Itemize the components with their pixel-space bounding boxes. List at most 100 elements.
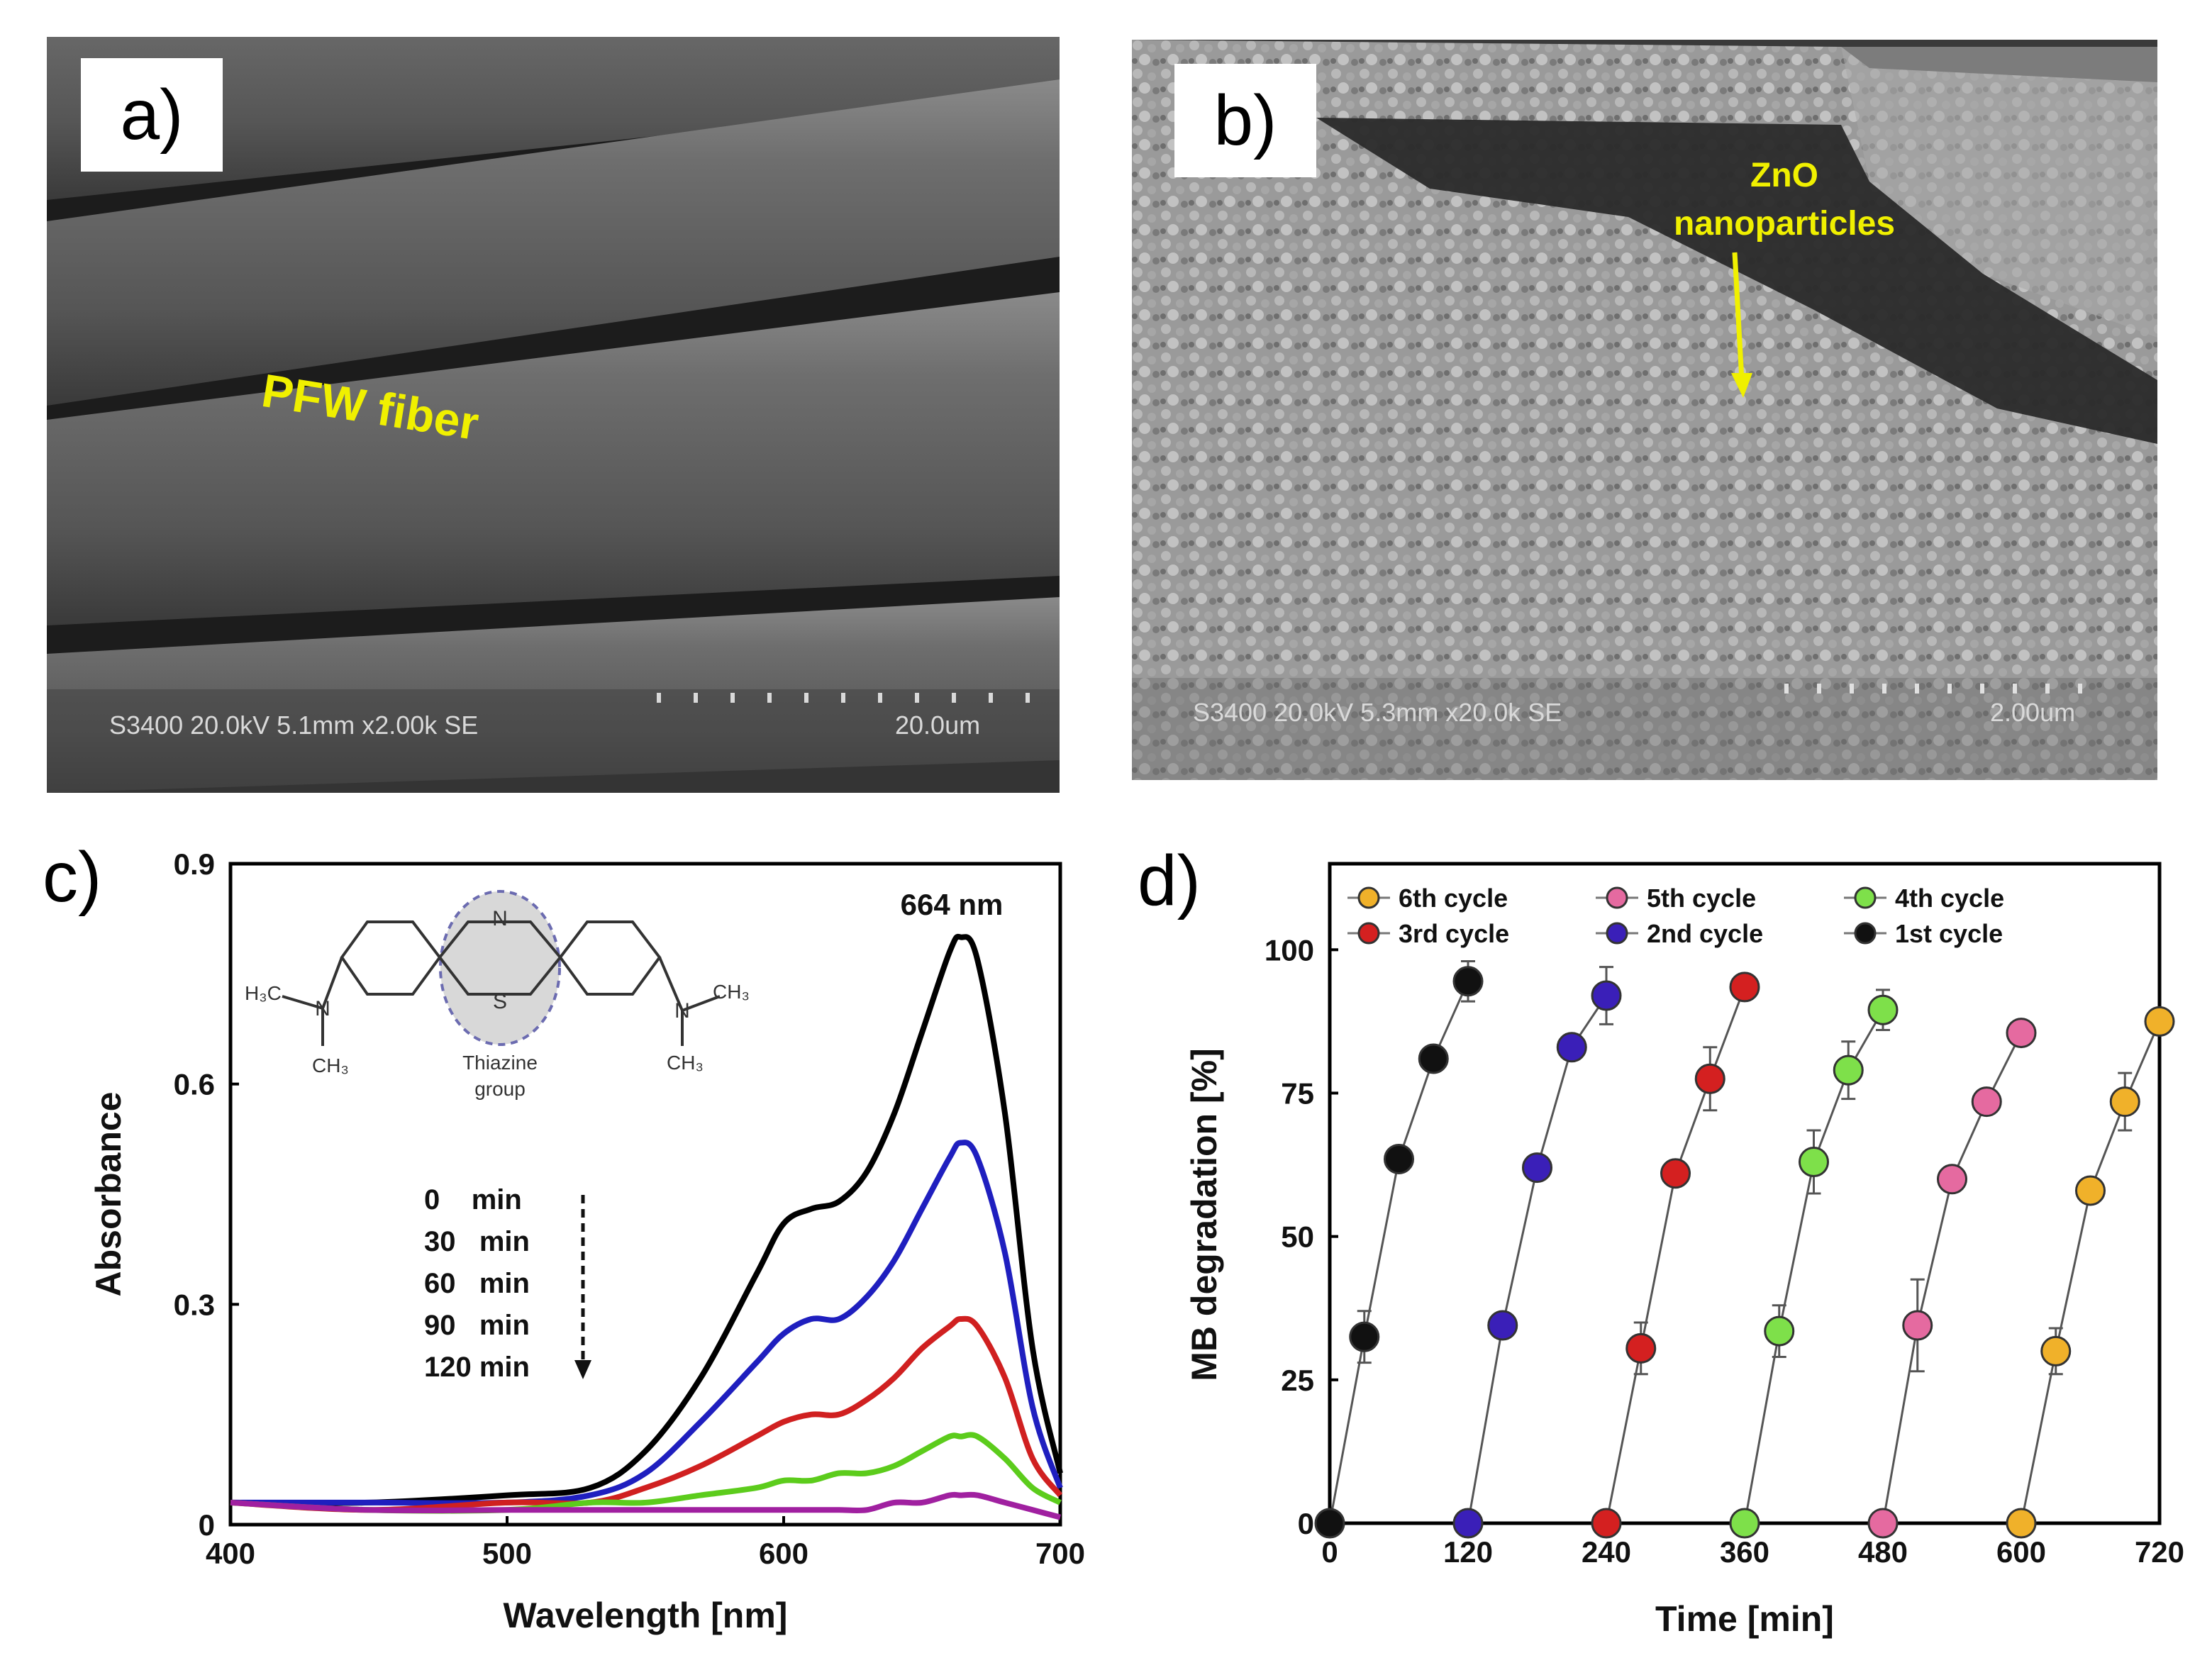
data-point	[1867, 994, 1899, 1025]
y-tick-label: 75	[1281, 1076, 1314, 1110]
data-point	[1349, 1321, 1380, 1352]
time-legend-60: 60 min	[424, 1268, 530, 1299]
legend-item: 3rd cycle	[1347, 919, 1509, 948]
legend-label: 4th cycle	[1895, 884, 2004, 913]
data-point	[1799, 1147, 1829, 1178]
y-tick-label: 0.6	[174, 1068, 215, 1101]
data-point	[1729, 1508, 1760, 1539]
data-point	[1902, 1310, 1933, 1341]
time-legend-0: 0 min	[424, 1184, 522, 1215]
label-ch3-right-top: CH₃	[713, 981, 750, 1003]
data-point	[1867, 1508, 1899, 1539]
atom-s: S	[493, 990, 507, 1013]
data-point	[2144, 1006, 2175, 1037]
zno-annotation-line2: nanoparticles	[1673, 205, 1896, 243]
panel-label: a)	[81, 58, 223, 172]
nanoparticle-illustration	[1132, 40, 2157, 780]
x-tick-label: 500	[482, 1537, 532, 1570]
label-ch3-left: CH₃	[312, 1054, 349, 1076]
y-tick-label: 0.9	[174, 847, 215, 881]
left-ring	[340, 920, 442, 996]
data-point	[1522, 1152, 1552, 1184]
right-ring	[558, 920, 662, 996]
data-point	[2006, 1018, 2037, 1049]
label-h3c: H₃C	[245, 982, 282, 1004]
sem-image-pfw-fiber: a) PFW fiber S3400 20.0kV 5.1mm x2.00k S…	[47, 37, 1060, 793]
legend-label: 2nd cycle	[1647, 919, 1763, 948]
time-legend-120: 120 min	[424, 1352, 530, 1383]
absorbance-chart: 400 500 600 700 0 0.3 0.6 0.9 Wavelength [nm] Abs…	[89, 847, 1085, 1635]
data-point	[1452, 1508, 1484, 1539]
x-tick-label: 480	[1858, 1535, 1908, 1569]
scale-bar-label: 20.0um	[895, 711, 981, 740]
series-line	[1605, 986, 1746, 1524]
scale-bar	[1784, 684, 2082, 694]
data-point	[2109, 1086, 2140, 1118]
legend-label: 5th cycle	[1647, 884, 1756, 913]
plot-area-frame	[228, 862, 1062, 1527]
x-tick-label: 720	[2135, 1535, 2184, 1569]
data-point	[1625, 1332, 1657, 1364]
y-tick-label: 0	[1298, 1507, 1314, 1540]
y-tick-label: 25	[1281, 1364, 1314, 1397]
atom-n-right: N	[674, 999, 690, 1023]
x-tick-label: 0	[1321, 1535, 1338, 1569]
x-tick-label: 360	[1720, 1535, 1769, 1569]
thiazine-highlight	[439, 890, 561, 1046]
label-ch3-right-bottom: CH₃	[667, 1052, 704, 1074]
legend-item: 1st cycle	[1844, 919, 2003, 948]
legend-marker	[1357, 886, 1380, 909]
methylene-blue-structure	[282, 890, 721, 1046]
atom-n-left: N	[315, 997, 330, 1020]
degradation-chart: 0 120 240 360 480 600 720 0 25 50 75 100 Time [min] M…	[1184, 862, 2184, 1639]
plot-area-frame	[1328, 862, 2162, 1525]
y-tick-label: 100	[1265, 933, 1314, 967]
spectrum-line-0	[230, 933, 1063, 1506]
legend-marker	[1606, 886, 1628, 909]
series-2nd-cycle	[1452, 966, 1622, 1539]
y-tick-label: 0	[199, 1508, 215, 1542]
legend-marker	[1854, 922, 1877, 945]
data-point	[1937, 1164, 1967, 1195]
fiber-illustration	[47, 37, 1060, 793]
series-5th-cycle	[1867, 1018, 2037, 1539]
legend-label: 6th cycle	[1399, 884, 1508, 913]
group-label: group	[474, 1078, 526, 1100]
data-point	[1487, 1310, 1518, 1341]
peak-label: 664 nm	[901, 888, 1004, 921]
x-tick-label: 400	[206, 1537, 255, 1570]
atom-n-top: N	[492, 907, 508, 930]
series-4th-cycle	[1729, 989, 1899, 1539]
thiazine-label: Thiazine	[462, 1052, 538, 1074]
legend-item: 5th cycle	[1596, 884, 1756, 913]
y-tick-label: 50	[1281, 1220, 1314, 1254]
sem-info-text: S3400 20.0kV 5.1mm x2.00k SE	[109, 711, 479, 740]
legend-item: 2nd cycle	[1596, 919, 1763, 948]
data-point	[1314, 1508, 1345, 1539]
panel-b: b) ZnO nanoparticles S3400 20.0kV 5.3mm …	[1132, 40, 2157, 780]
data-point	[1384, 1143, 1414, 1174]
panel-label: b)	[1174, 64, 1316, 177]
legend-marker	[1854, 886, 1877, 909]
data-point	[2006, 1508, 2037, 1539]
sem-image-zno-nanoparticles: b) ZnO nanoparticles S3400 20.0kV 5.3mm …	[1132, 40, 2157, 780]
panel-a: a) PFW fiber S3400 20.0kV 5.1mm x2.00k S…	[47, 37, 1060, 793]
x-axis-label: Time [min]	[1655, 1599, 1834, 1639]
y-axis-label: MB degradation [%]	[1184, 1048, 1224, 1381]
series-6th-cycle	[2006, 1006, 2175, 1539]
legend-label: 1st cycle	[1895, 919, 2003, 948]
time-legend: 0 min 30 min 60 min 90 min 120 min	[424, 1184, 591, 1383]
y-tick-label: 0.3	[174, 1288, 215, 1321]
data-point	[1418, 1043, 1449, 1074]
data-point	[1556, 1032, 1587, 1063]
scale-bar-label: 2.00um	[1990, 698, 2076, 727]
time-legend-90: 90 min	[424, 1310, 530, 1341]
x-tick-label: 600	[1996, 1535, 2046, 1569]
legend-label: 3rd cycle	[1399, 919, 1509, 948]
data-point	[1729, 972, 1760, 1003]
zno-annotation-line1: ZnO	[1750, 157, 1818, 194]
panel-label-d: d)	[1138, 841, 1201, 920]
x-tick-label: 700	[1035, 1537, 1085, 1570]
legend-marker	[1606, 922, 1628, 945]
data-point	[2075, 1175, 2106, 1206]
